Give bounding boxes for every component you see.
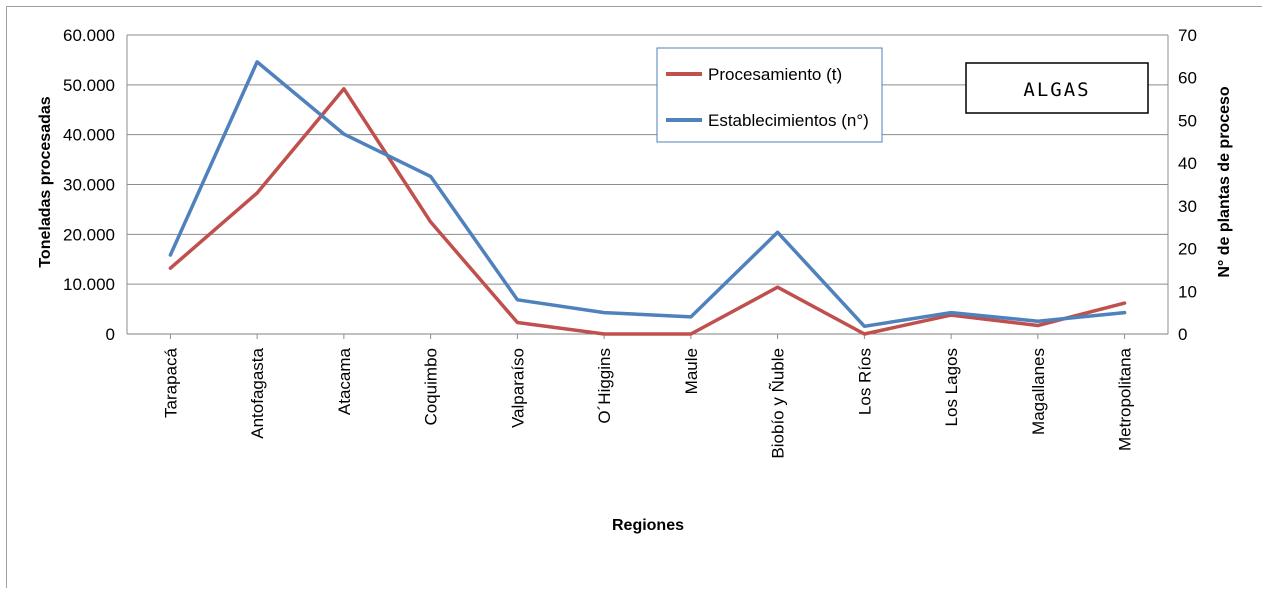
category-label: Atacama xyxy=(335,347,354,415)
right-tick-label: 0 xyxy=(1178,325,1187,344)
category-label: Tarapacá xyxy=(161,347,180,417)
category-label: Magallanes xyxy=(1029,348,1048,435)
left-tick-label: 0 xyxy=(106,325,115,344)
algas-label-box: ALGAS xyxy=(965,62,1149,114)
right-tick-label: 50 xyxy=(1178,111,1197,130)
series-lines xyxy=(168,60,1127,336)
category-labels: Tarapacá Antofagasta Atacama Coquimbo Valpar… xyxy=(161,334,1135,459)
category-label: O´Higgins xyxy=(595,348,614,424)
left-tick-label: 60.000 xyxy=(63,26,115,45)
left-tick-label: 40.000 xyxy=(63,126,115,145)
left-tick-label: 50.000 xyxy=(63,76,115,95)
left-tick-label: 20.000 xyxy=(63,225,115,244)
x-axis-title: Regiones xyxy=(612,517,684,534)
right-tick-label: 10 xyxy=(1178,282,1197,301)
right-tick-label: 20 xyxy=(1178,240,1197,259)
left-tick-label: 30.000 xyxy=(63,176,115,195)
chart-frame xyxy=(6,6,1262,588)
series-line-establecimientos xyxy=(168,60,1127,329)
right-axis-title: N° de plantas de proceso xyxy=(1216,86,1233,278)
category-label: Los Lagos xyxy=(942,348,961,426)
left-axis-ticks: 0 10.000 20.000 30.000 40.000 50.000 60.000 xyxy=(63,26,115,344)
category-label: Valparaíso xyxy=(508,348,527,428)
category-label: Biobío y Ñuble xyxy=(769,348,788,459)
right-tick-label: 30 xyxy=(1178,197,1197,216)
series-line-procesamiento xyxy=(168,87,1127,336)
right-tick-label: 60 xyxy=(1178,69,1197,88)
legend-label-establecimientos: Establecimientos (n°) xyxy=(708,111,869,130)
category-label: Los Ríos xyxy=(855,348,874,415)
left-axis-title: Toneladas procesadas xyxy=(37,96,54,267)
category-label: Coquimbo xyxy=(422,348,441,426)
category-label: Antofagasta xyxy=(248,347,267,438)
right-tick-label: 40 xyxy=(1178,154,1197,173)
category-label: Metropolitana xyxy=(1116,347,1135,451)
right-axis-ticks: 0 10 20 30 40 50 60 70 xyxy=(1178,26,1197,344)
legend-label-procesamiento: Procesamiento (t) xyxy=(708,65,842,84)
legend: Procesamiento (t) Establecimientos (n°) xyxy=(656,47,883,143)
category-label: Maule xyxy=(682,348,701,394)
right-tick-label: 70 xyxy=(1178,26,1197,45)
left-tick-label: 10.000 xyxy=(63,275,115,294)
algas-label: ALGAS xyxy=(1023,79,1090,101)
